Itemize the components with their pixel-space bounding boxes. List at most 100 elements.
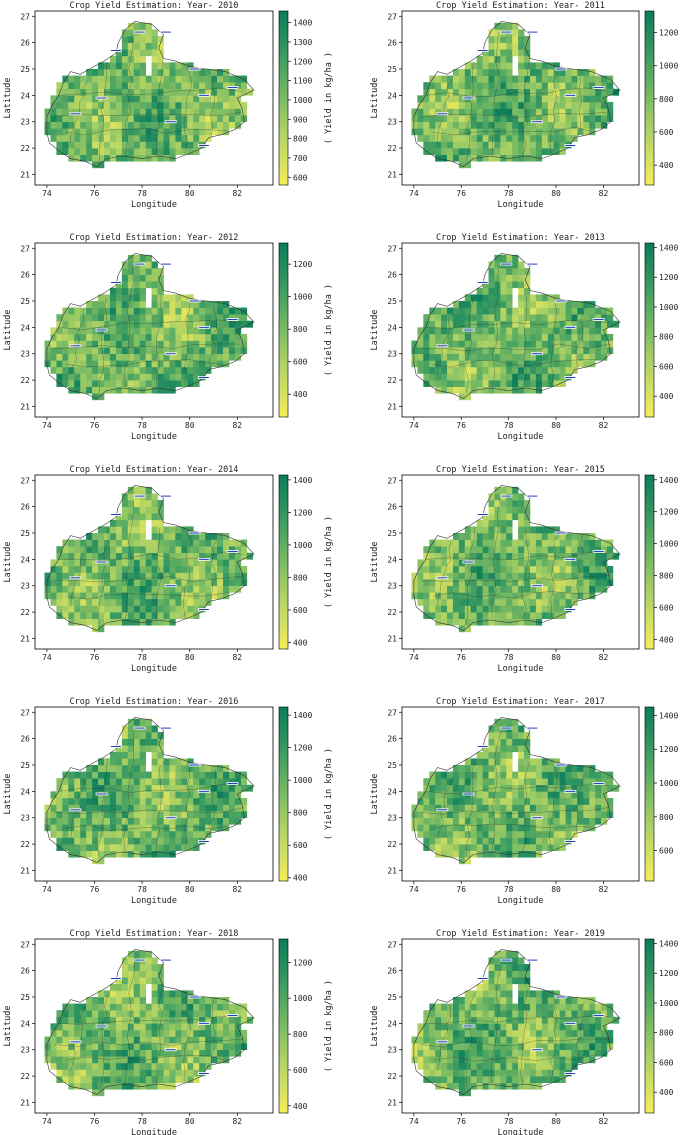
yield-cell: [80, 804, 87, 812]
yield-cell: [423, 1049, 430, 1057]
y-tick-label: 22: [20, 376, 30, 385]
yield-cell: [482, 850, 489, 858]
yield-cell: [559, 811, 566, 819]
yield-cell: [175, 353, 182, 361]
yield-cell: [464, 612, 472, 619]
yield-cell: [518, 732, 525, 739]
yield-cell: [234, 539, 242, 547]
yield-cell: [458, 128, 466, 136]
yield-cell: [417, 1023, 424, 1031]
yield-cell: [559, 612, 566, 619]
colorbar-tick-label: 800: [293, 573, 308, 582]
district-line: [432, 823, 593, 829]
yield-cell: [139, 154, 146, 162]
yield-cell: [512, 738, 519, 746]
yield-cell: [571, 791, 578, 799]
yield-cell: [470, 1076, 477, 1083]
yield-cell: [115, 758, 123, 766]
yield-cell: [529, 784, 537, 792]
yield-cell: [80, 618, 87, 626]
yield-cell: [524, 62, 531, 70]
yield-cell: [145, 360, 152, 368]
yield-cell: [447, 771, 454, 779]
yield-cell: [488, 533, 495, 540]
yield-cell: [506, 69, 513, 76]
colorbar-label: ( Yield in kg/ha ): [324, 52, 334, 144]
yield-cell: [127, 108, 135, 116]
yield-cell: [476, 565, 483, 573]
yield-cell: [211, 333, 218, 341]
yield-cell: [447, 552, 454, 560]
panel-title: Crop Yield Estimation: Year- 2019: [436, 929, 605, 939]
yield-cell: [98, 1036, 105, 1044]
yield-cell: [151, 579, 158, 587]
yield-cell: [80, 546, 87, 554]
yield-cell: [151, 791, 158, 799]
yield-cell: [163, 128, 170, 136]
yield-cell: [529, 559, 537, 567]
yield-cell: [121, 55, 129, 63]
yield-cell: [541, 101, 549, 109]
yield-cell: [151, 519, 158, 527]
yield-cell: [80, 552, 87, 560]
yield-cell: [115, 333, 123, 341]
yield-cell: [417, 817, 424, 825]
yield-cell: [193, 148, 200, 155]
yield-cell: [583, 69, 590, 76]
yield-cell: [488, 559, 495, 567]
yield-cell: [74, 148, 81, 155]
yield-cell: [217, 301, 224, 308]
yield-cell: [175, 108, 182, 116]
yield-cell: [488, 62, 495, 70]
yield-cell: [452, 605, 460, 613]
yield-cell: [482, 817, 489, 825]
yield-cell: [92, 307, 99, 315]
yield-cell: [104, 141, 111, 149]
yield-cell: [541, 552, 549, 560]
yield-cell: [234, 82, 242, 90]
yield-cell: [86, 1003, 93, 1011]
yield-cell: [234, 353, 242, 361]
yield-cell: [133, 771, 141, 779]
yield-cell: [482, 559, 489, 567]
yield-cell: [447, 784, 454, 792]
yield-cell: [193, 533, 200, 540]
yield-cell: [121, 333, 129, 341]
yield-cell: [104, 997, 111, 1004]
yield-cell: [217, 1049, 224, 1057]
yield-cell: [127, 307, 135, 315]
yield-cell: [109, 539, 117, 547]
yield-cell: [74, 605, 81, 613]
panel-title: Crop Yield Estimation: Year- 2011: [436, 1, 605, 11]
yield-cell: [607, 552, 614, 560]
yield-cell: [169, 1036, 176, 1044]
yield-cell: [92, 585, 99, 593]
yield-cell: [50, 824, 57, 832]
yield-cell: [193, 134, 200, 142]
yield-cell: [115, 1076, 123, 1083]
district-line: [97, 757, 108, 858]
yield-cell: [193, 817, 200, 825]
yield-cell: [595, 353, 602, 361]
yield-cell: [133, 69, 141, 76]
yield-cell: [541, 598, 549, 606]
yield-cell: [211, 592, 218, 600]
yield-cell: [193, 1023, 200, 1031]
yield-cell: [512, 612, 519, 619]
yield-cell: [217, 552, 224, 560]
yield-cell: [80, 1082, 87, 1090]
yield-cell: [133, 500, 141, 507]
yield-cell: [187, 612, 194, 619]
yield-cell: [157, 771, 164, 779]
yield-cell: [577, 314, 584, 322]
yield-cell: [234, 101, 242, 109]
yield-cell: [145, 128, 152, 136]
yield-cell: [163, 771, 170, 779]
yield-cell: [151, 745, 158, 753]
yield-cell: [151, 353, 158, 361]
yield-cell: [601, 811, 608, 819]
yield-cell: [175, 148, 182, 155]
yield-cell: [447, 1043, 454, 1051]
yield-cell: [559, 353, 566, 361]
